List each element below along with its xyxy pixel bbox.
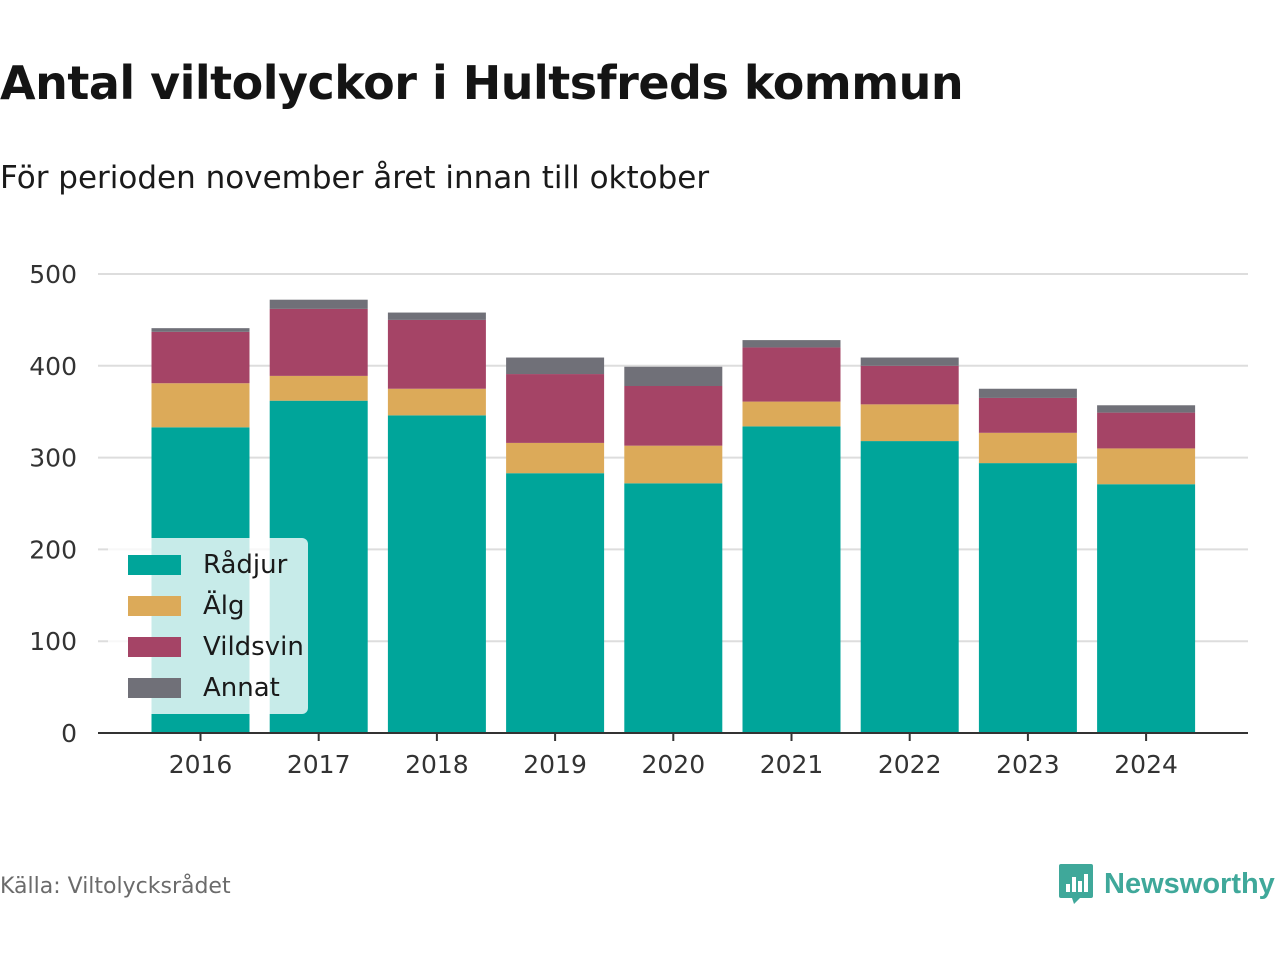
x-tick-label-2020: 2020 — [641, 750, 705, 779]
bar-2017-älg — [269, 375, 368, 401]
bar-2023-älg — [978, 432, 1077, 464]
legend-label-vildsvin: Vildsvin — [203, 632, 304, 662]
y-tick-label-200: 200 — [29, 535, 77, 564]
bar-2018-älg — [387, 388, 486, 416]
bar-2018-annat — [387, 312, 486, 320]
bar-2019-annat — [506, 357, 605, 375]
bar-2018-vildsvin — [387, 319, 486, 389]
bar-2016-vildsvin — [151, 331, 250, 384]
bar-2018-rådjur — [387, 415, 486, 733]
legend-label-alg: Älg — [203, 591, 245, 621]
bar-2024-älg — [1097, 448, 1196, 485]
brand-logo: Newsworthy — [1058, 862, 1275, 906]
y-tick-label-500: 500 — [29, 260, 77, 289]
bar-2024-annat — [1097, 405, 1196, 413]
x-tick-label-2018: 2018 — [405, 750, 469, 779]
bar-2021-älg — [742, 401, 841, 427]
bars — [151, 299, 1196, 733]
newsworthy-logo-icon — [1059, 864, 1093, 904]
legend-item-alg: Älg — [128, 591, 245, 621]
bar-2022-rådjur — [860, 441, 959, 733]
y-tick-label-300: 300 — [29, 444, 77, 473]
bar-2020-vildsvin — [624, 385, 723, 446]
bar-2024-rådjur — [1097, 484, 1196, 733]
x-tick-label-2022: 2022 — [878, 750, 942, 779]
bar-2022-älg — [860, 404, 959, 442]
x-tick-label-2024: 2024 — [1114, 750, 1178, 779]
bar-2016-älg — [151, 383, 250, 428]
bar-2017-vildsvin — [269, 308, 368, 376]
legend-swatch-vildsvin — [128, 637, 181, 657]
bar-2021-rådjur — [742, 426, 841, 733]
chart-subtitle: För perioden november året innan till ok… — [0, 160, 710, 196]
bar-2022-vildsvin — [860, 365, 959, 405]
legend-swatch-annat — [128, 678, 181, 698]
stacked-bar-chart: 0 100 200 300 400 500 2016 2017 2018 2019 2020 2021… — [29, 260, 1248, 779]
bar-2016-annat — [151, 328, 250, 332]
bar-2021-annat — [742, 340, 841, 348]
bar-2021-vildsvin — [742, 347, 841, 402]
legend-label-radjur: Rådjur — [203, 550, 288, 580]
bar-2023-vildsvin — [978, 397, 1077, 433]
x-tick-label-2016: 2016 — [169, 750, 233, 779]
bar-2023-annat — [978, 388, 1077, 398]
axes: 0 100 200 300 400 500 2016 2017 2018 2019 2020 2021… — [29, 260, 1248, 779]
bar-2019-älg — [506, 442, 605, 474]
chart-title: Antal viltolyckor i Hultsfreds kommun — [0, 56, 964, 110]
x-tick-label-2021: 2021 — [760, 750, 824, 779]
chart-legend: Rådjur Älg Vildsvin Annat — [108, 538, 308, 714]
brand-name: Newsworthy — [1104, 867, 1275, 900]
y-tick-label-100: 100 — [29, 627, 77, 656]
legend-item-annat: Annat — [128, 673, 280, 703]
bar-2020-rådjur — [624, 483, 723, 733]
x-tick-label-2017: 2017 — [287, 750, 351, 779]
legend-swatch-alg — [128, 596, 181, 616]
bar-2019-vildsvin — [506, 374, 605, 443]
x-tick-label-2019: 2019 — [523, 750, 587, 779]
bar-2024-vildsvin — [1097, 412, 1196, 449]
source-note: Källa: Viltolycksrådet — [0, 874, 231, 899]
legend-item-radjur: Rådjur — [128, 550, 287, 580]
bar-2019-rådjur — [506, 473, 605, 733]
bar-2017-annat — [269, 299, 368, 309]
bar-2023-rådjur — [978, 463, 1077, 733]
legend-label-annat: Annat — [203, 673, 280, 703]
x-tick-label-2023: 2023 — [996, 750, 1060, 779]
bar-2022-annat — [860, 357, 959, 366]
legend-swatch-radjur — [128, 555, 181, 575]
y-tick-label-400: 400 — [29, 352, 77, 381]
bar-2020-älg — [624, 445, 723, 484]
bar-2020-annat — [624, 366, 723, 386]
legend-item-vildsvin: Vildsvin — [128, 632, 304, 662]
y-tick-label-0: 0 — [61, 719, 77, 748]
